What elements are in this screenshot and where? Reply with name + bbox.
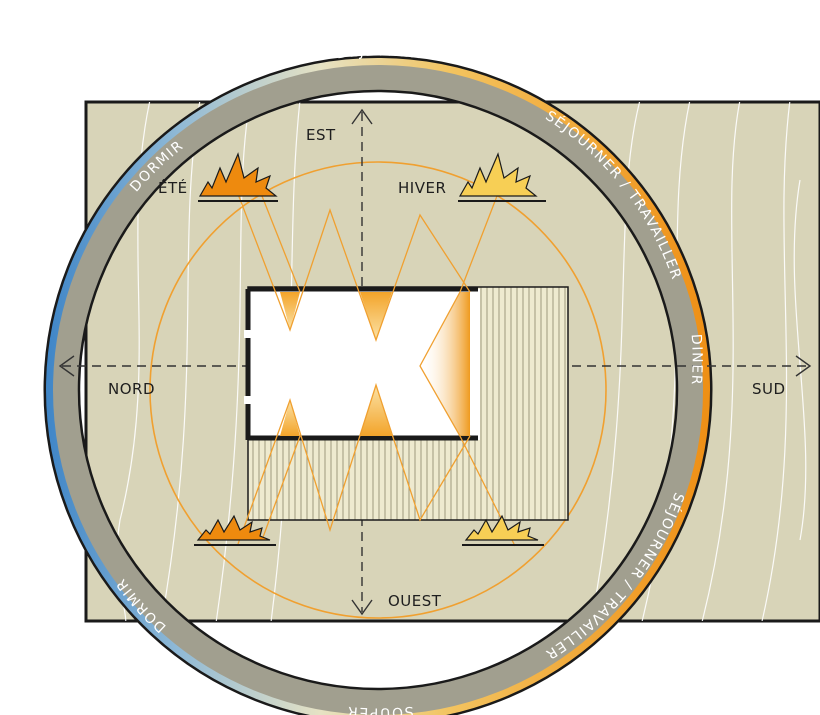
arrow-ouest-icon (351, 599, 373, 616)
label-hiver: HIVER (398, 179, 446, 197)
arrow-nord-icon (58, 355, 75, 377)
ring-label-souper: SOUPER (346, 703, 414, 715)
arrow-est-icon (351, 108, 373, 125)
label-sud: SUD (752, 380, 786, 398)
arrow-sud-icon (795, 355, 812, 377)
sun-winter-east-icon (458, 152, 546, 202)
label-nord: NORD (108, 380, 155, 398)
sun-rays (237, 193, 516, 547)
sun-summer-west-icon (194, 514, 276, 546)
label-ouest: OUEST (388, 592, 442, 610)
ring-label-dejeuner: DÉJEUNER (336, 43, 423, 62)
ring-label-diner: DINER (688, 334, 705, 387)
axes (62, 112, 808, 612)
label-est: EST (306, 126, 336, 144)
sun-winter-west-icon (462, 514, 544, 546)
sun-path-circle (149, 161, 607, 619)
label-ete: ÉTÉ (158, 178, 188, 197)
sunlight-wedges (280, 292, 470, 436)
activity-ring (43, 55, 713, 715)
sun-summer-east-icon (198, 152, 278, 202)
